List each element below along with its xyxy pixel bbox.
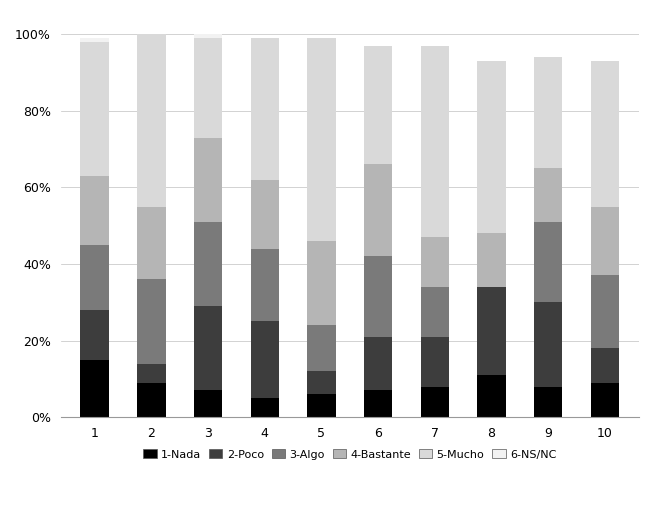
Bar	[477, 61, 506, 233]
Bar	[534, 57, 562, 168]
Bar	[137, 364, 165, 383]
Bar	[250, 322, 279, 398]
Bar	[534, 302, 562, 387]
Bar	[534, 222, 562, 302]
Bar	[80, 310, 109, 360]
Bar	[194, 222, 222, 306]
Bar	[421, 237, 449, 287]
Bar	[364, 391, 392, 417]
Bar	[534, 387, 562, 417]
Bar	[307, 241, 336, 325]
Bar	[137, 34, 165, 207]
Bar	[307, 38, 336, 241]
Bar	[80, 42, 109, 176]
Bar	[194, 34, 222, 38]
Bar	[591, 275, 619, 348]
Bar	[80, 38, 109, 42]
Bar	[534, 168, 562, 222]
Bar	[137, 383, 165, 417]
Bar	[421, 287, 449, 337]
Bar	[477, 233, 506, 287]
Bar	[477, 375, 506, 417]
Bar	[364, 46, 392, 165]
Bar	[421, 387, 449, 417]
Bar	[591, 207, 619, 275]
Bar	[477, 287, 506, 375]
Legend: 1-Nada, 2-Poco, 3-Algo, 4-Bastante, 5-Mucho, 6-NS/NC: 1-Nada, 2-Poco, 3-Algo, 4-Bastante, 5-Mu…	[139, 444, 560, 464]
Bar	[250, 180, 279, 249]
Bar	[591, 383, 619, 417]
Bar	[591, 61, 619, 207]
Bar	[194, 138, 222, 222]
Bar	[194, 306, 222, 391]
Bar	[194, 38, 222, 138]
Bar	[80, 245, 109, 310]
Bar	[364, 165, 392, 257]
Bar	[137, 207, 165, 279]
Bar	[250, 398, 279, 417]
Bar	[421, 46, 449, 237]
Bar	[80, 360, 109, 417]
Bar	[421, 337, 449, 387]
Bar	[250, 38, 279, 180]
Bar	[250, 249, 279, 322]
Bar	[591, 348, 619, 383]
Bar	[137, 279, 165, 364]
Bar	[364, 257, 392, 337]
Bar	[307, 394, 336, 417]
Bar	[307, 371, 336, 394]
Bar	[80, 176, 109, 245]
Bar	[307, 325, 336, 371]
Bar	[364, 337, 392, 391]
Bar	[194, 391, 222, 417]
